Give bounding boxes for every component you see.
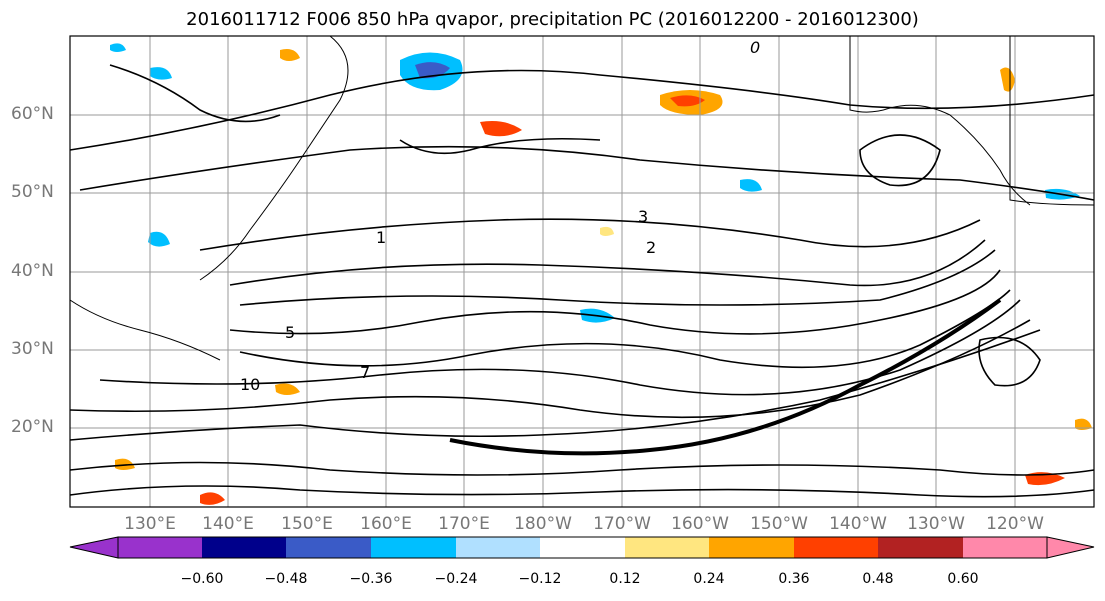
lat-label-40n: 40°N [11, 261, 54, 281]
lon-label-150w: 150°W [750, 514, 808, 534]
lat-label-60n: 60°N [11, 104, 54, 124]
colorbar-high-extension [1046, 536, 1095, 559]
colorbar-tick-label: −0.24 [434, 571, 478, 587]
colorbar-tick-label: 0.12 [609, 571, 641, 587]
colorbar-tick-label: 0.36 [778, 571, 810, 587]
coastlines [69, 35, 1095, 361]
contour-label: 1 [376, 228, 387, 247]
colorbar-tick-label: 0.24 [693, 571, 725, 587]
lon-label-130w: 130°W [907, 514, 965, 534]
colorbar-bin-5 [456, 537, 540, 558]
contour-label: 5 [285, 323, 296, 342]
contour-label: 3 [638, 207, 649, 226]
colorbar-bin-3 [286, 537, 371, 558]
lon-label-140w: 140°W [829, 514, 887, 534]
colorbar-tick-label: −0.12 [518, 571, 562, 587]
colorbar-bin-10 [878, 537, 963, 558]
lon-label-160e: 160°E [360, 514, 412, 534]
colorbar-bin-11 [963, 537, 1047, 558]
colorbar-bin-6 [540, 537, 625, 558]
colorbar-bin-1 [118, 537, 202, 558]
colorbar-tick-label: −0.60 [180, 571, 224, 587]
lat-label-30n: 30°N [11, 339, 54, 359]
colorbar-outline [117, 536, 1048, 559]
colorbar-tick-label: −0.36 [349, 571, 393, 587]
colorbar-tick-label: 0.60 [947, 571, 979, 587]
map-title: 2016011712 F006 850 hPa qvapor, precipit… [186, 9, 919, 30]
contour-label: 10 [240, 375, 261, 394]
lon-label-120w: 120°W [986, 514, 1044, 534]
lon-label-140e: 140°E [202, 514, 254, 534]
lat-label-50n: 50°N [11, 182, 54, 202]
lon-label-180w: 180°W [514, 514, 572, 534]
colorbar-tick-label: 0.48 [862, 571, 894, 587]
contour-label: 0 [750, 38, 761, 57]
lon-label-170w: 170°W [593, 514, 651, 534]
colorbar-bin-4 [371, 537, 456, 558]
graticule [70, 36, 1094, 507]
colorbar-bin-8 [709, 537, 794, 558]
colorbar-low-extension [69, 536, 119, 559]
lon-label-150e: 150°E [281, 514, 333, 534]
map-border [69, 35, 1095, 508]
contour-label: 2 [646, 238, 657, 257]
precipitation-shading [110, 43, 1092, 505]
colorbar-bin-2 [202, 537, 286, 558]
qvapor-contours [69, 64, 1095, 498]
colorbar-tick-label: −0.48 [264, 571, 308, 587]
lon-label-130e: 130°E [124, 514, 176, 534]
colorbar-bin-9 [794, 537, 878, 558]
contour-label: 7 [360, 363, 371, 382]
colorbar-bin-7 [625, 537, 709, 558]
lat-label-20n: 20°N [11, 417, 54, 437]
lon-label-160w: 160°W [671, 514, 729, 534]
colorbar [69, 536, 1095, 559]
lon-label-170e: 170°E [438, 514, 490, 534]
